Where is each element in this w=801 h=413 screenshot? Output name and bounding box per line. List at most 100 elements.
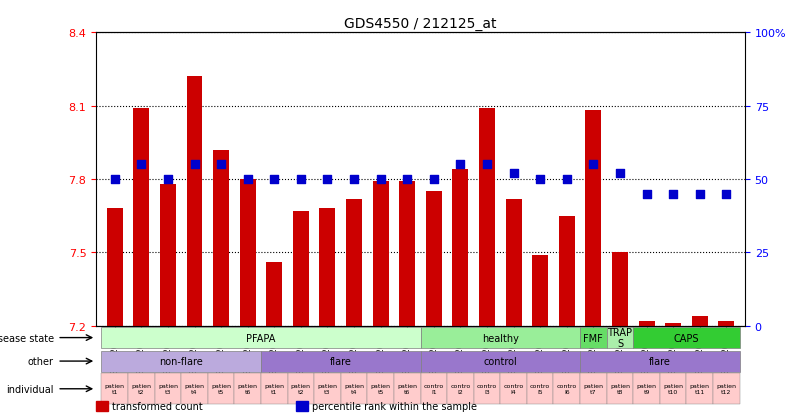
- Point: [108, 176, 121, 183]
- Text: patien
t5: patien t5: [371, 383, 391, 394]
- Point: [561, 176, 574, 183]
- Bar: [586, 111, 602, 326]
- Bar: [505, 199, 521, 326]
- Point: [454, 161, 467, 168]
- Title: GDS4550 / 212125_at: GDS4550 / 212125_at: [344, 17, 497, 31]
- Text: patien
t6: patien t6: [238, 383, 258, 394]
- Text: contro
l2: contro l2: [450, 383, 470, 394]
- Bar: [479, 109, 495, 326]
- FancyBboxPatch shape: [314, 374, 340, 404]
- Bar: [426, 192, 442, 326]
- Bar: [612, 253, 628, 326]
- FancyBboxPatch shape: [288, 374, 314, 404]
- Text: FMF: FMF: [583, 333, 603, 343]
- Text: PFAPA: PFAPA: [246, 333, 276, 343]
- Bar: [320, 209, 336, 326]
- Bar: [718, 321, 735, 326]
- FancyBboxPatch shape: [421, 351, 580, 372]
- Text: transformed count: transformed count: [112, 401, 203, 411]
- Text: patien
t8: patien t8: [610, 383, 630, 394]
- Point: [666, 191, 679, 197]
- Bar: [559, 216, 575, 326]
- FancyBboxPatch shape: [580, 327, 606, 348]
- Text: patien
t1: patien t1: [264, 383, 284, 394]
- Text: patien
t4: patien t4: [184, 383, 204, 394]
- Bar: [213, 150, 229, 326]
- Point: [348, 176, 360, 183]
- FancyBboxPatch shape: [368, 374, 394, 404]
- FancyBboxPatch shape: [606, 374, 634, 404]
- FancyBboxPatch shape: [394, 374, 421, 404]
- FancyBboxPatch shape: [102, 374, 128, 404]
- Bar: [399, 182, 415, 326]
- FancyBboxPatch shape: [421, 374, 447, 404]
- Text: patien
t3: patien t3: [158, 383, 178, 394]
- Text: CAPS: CAPS: [674, 333, 699, 343]
- Bar: [160, 185, 176, 326]
- FancyBboxPatch shape: [102, 351, 261, 372]
- Text: patien
t2: patien t2: [131, 383, 151, 394]
- FancyBboxPatch shape: [580, 351, 739, 372]
- Text: flare: flare: [649, 356, 670, 366]
- Point: [374, 176, 387, 183]
- FancyBboxPatch shape: [527, 374, 553, 404]
- Point: [587, 161, 600, 168]
- FancyBboxPatch shape: [155, 374, 181, 404]
- Text: patien
t10: patien t10: [663, 383, 683, 394]
- Text: patien
t11: patien t11: [690, 383, 710, 394]
- Text: contro
l5: contro l5: [530, 383, 550, 394]
- Bar: [638, 321, 654, 326]
- Bar: [372, 182, 388, 326]
- FancyBboxPatch shape: [634, 374, 660, 404]
- Text: disease state: disease state: [0, 333, 54, 343]
- Text: patien
t2: patien t2: [291, 383, 311, 394]
- Text: patien
t12: patien t12: [716, 383, 736, 394]
- Text: TRAP
S: TRAP S: [607, 327, 633, 349]
- Text: patien
t6: patien t6: [397, 383, 417, 394]
- Text: other: other: [28, 356, 54, 366]
- Point: [295, 176, 308, 183]
- Point: [268, 176, 280, 183]
- FancyBboxPatch shape: [421, 327, 580, 348]
- Text: contro
l1: contro l1: [424, 383, 444, 394]
- Bar: [133, 109, 149, 326]
- Text: flare: flare: [330, 356, 352, 366]
- FancyBboxPatch shape: [501, 374, 527, 404]
- Text: patien
t4: patien t4: [344, 383, 364, 394]
- Text: non-flare: non-flare: [159, 356, 203, 366]
- Point: [321, 176, 334, 183]
- Point: [614, 171, 626, 177]
- Point: [135, 161, 147, 168]
- FancyBboxPatch shape: [340, 374, 368, 404]
- FancyBboxPatch shape: [713, 374, 739, 404]
- FancyBboxPatch shape: [473, 374, 501, 404]
- Point: [507, 171, 520, 177]
- Text: control: control: [484, 356, 517, 366]
- FancyBboxPatch shape: [580, 374, 606, 404]
- Text: percentile rank within the sample: percentile rank within the sample: [312, 401, 477, 411]
- Bar: [532, 255, 548, 326]
- FancyBboxPatch shape: [660, 374, 686, 404]
- FancyBboxPatch shape: [686, 374, 713, 404]
- FancyBboxPatch shape: [606, 327, 634, 348]
- Text: contro
l3: contro l3: [477, 383, 497, 394]
- Bar: [692, 316, 708, 326]
- Point: [720, 191, 733, 197]
- Bar: [293, 211, 309, 326]
- Point: [188, 161, 201, 168]
- Text: patien
t7: patien t7: [583, 383, 603, 394]
- Point: [162, 176, 175, 183]
- Point: [481, 161, 493, 168]
- Text: patien
t5: patien t5: [211, 383, 231, 394]
- FancyBboxPatch shape: [128, 374, 155, 404]
- FancyBboxPatch shape: [181, 374, 207, 404]
- FancyBboxPatch shape: [207, 374, 235, 404]
- Text: patien
t1: patien t1: [105, 383, 125, 394]
- Bar: [239, 180, 256, 326]
- FancyBboxPatch shape: [102, 327, 421, 348]
- FancyBboxPatch shape: [261, 351, 421, 372]
- FancyBboxPatch shape: [235, 374, 261, 404]
- Point: [640, 191, 653, 197]
- Bar: [665, 324, 681, 326]
- Bar: [346, 199, 362, 326]
